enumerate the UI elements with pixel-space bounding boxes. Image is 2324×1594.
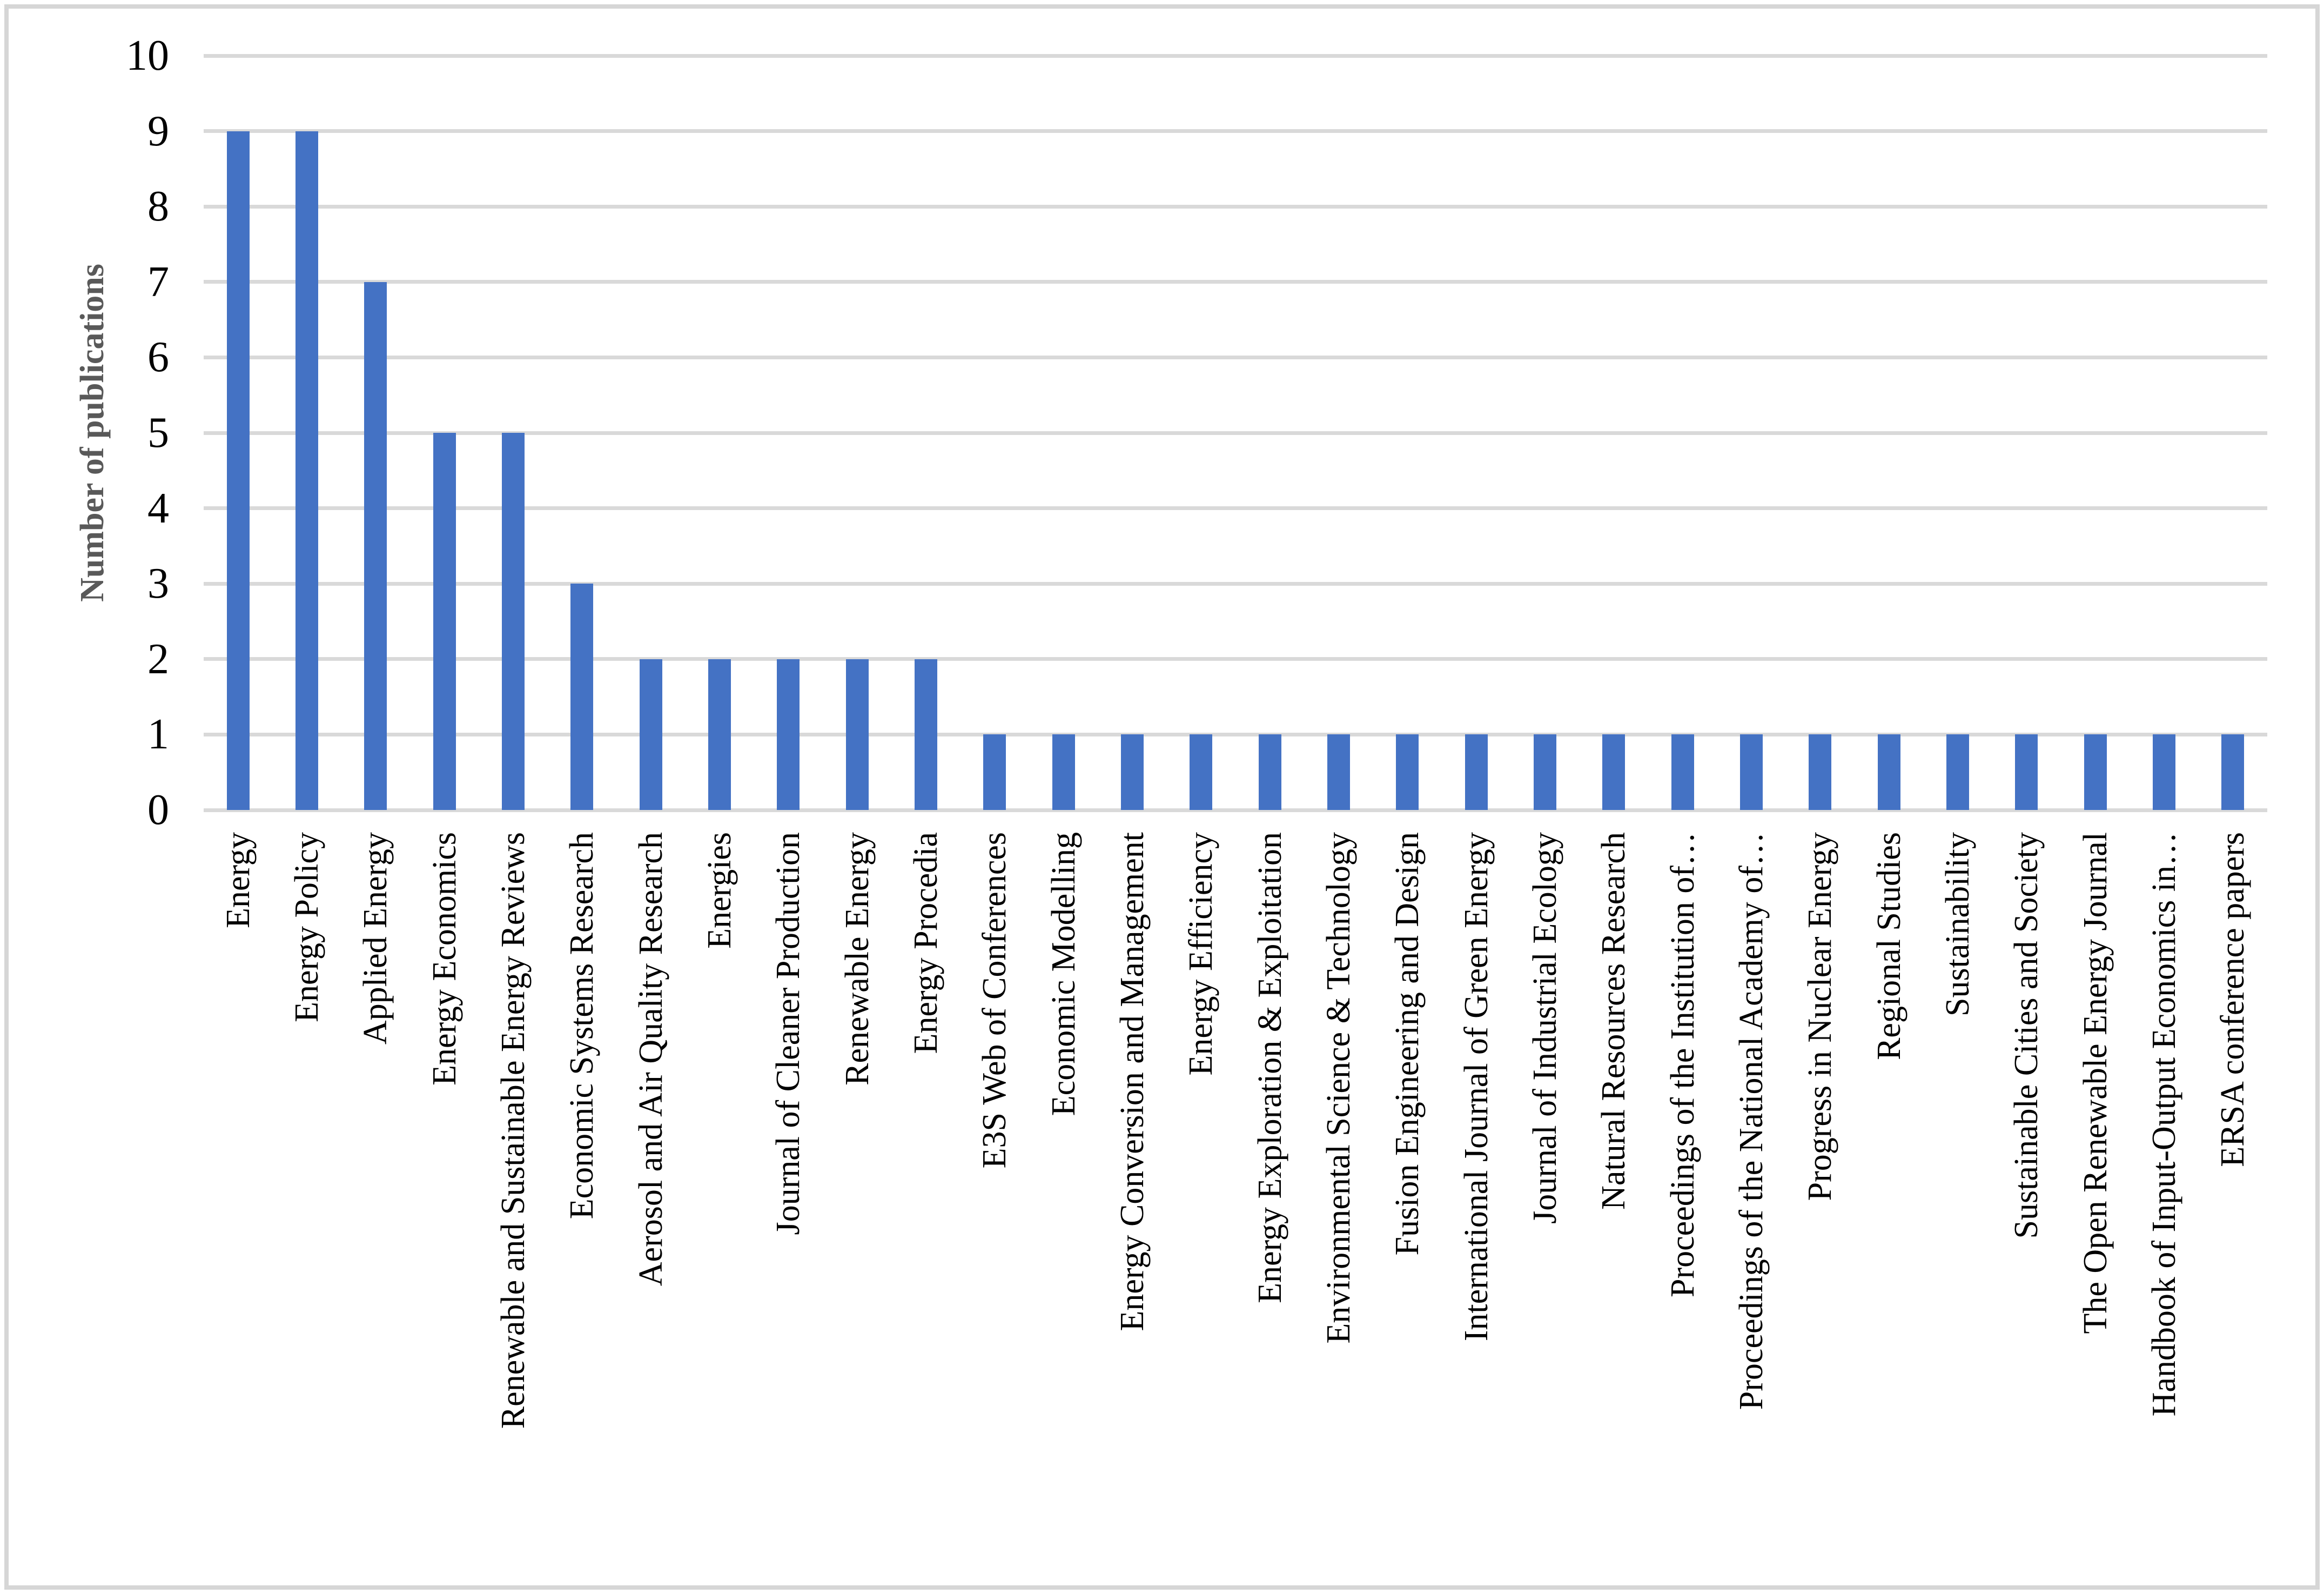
bar: [639, 659, 662, 810]
y-tick-label: 5: [147, 409, 169, 457]
bar: [1740, 734, 1763, 810]
gridline-y-2: [204, 657, 2267, 661]
x-tick-label: Energy: [219, 832, 257, 928]
x-tick-label: Natural Resources Research: [1595, 832, 1633, 1210]
x-tick-label: Progress in Nuclear Energy: [1802, 832, 1839, 1201]
x-tick-label: Fusion Engineering and Design: [1389, 832, 1426, 1256]
x-tick-label: Economic Modelling: [1045, 832, 1082, 1116]
y-tick-label: 8: [147, 183, 169, 231]
bar: [1121, 734, 1144, 810]
y-tick-label: 3: [147, 560, 169, 608]
x-tick-label: Energy Economics: [426, 832, 463, 1086]
bar: [2221, 734, 2245, 810]
x-tick-label: Energy Conversion and Management: [1114, 832, 1151, 1331]
bar: [1946, 734, 1969, 810]
gridline-y-4: [204, 506, 2267, 511]
x-tick-label: Energy Efficiency: [1183, 832, 1220, 1076]
x-tick-label: ERSA conference papers: [2214, 832, 2252, 1167]
bar: [1534, 734, 1556, 810]
bar: [1258, 734, 1281, 810]
x-tick-label: Energy Exploration & Exploitation: [1251, 832, 1288, 1303]
bar: [570, 584, 594, 810]
gridline-y-8: [204, 204, 2267, 209]
x-tick-label: Sustainability: [1939, 832, 1976, 1016]
y-tick-label: 10: [126, 32, 169, 79]
x-tick-label: Proceedings of the National Academy of…: [1733, 832, 1770, 1410]
bar: [1327, 734, 1350, 810]
gridline-y-9: [204, 129, 2267, 133]
bar: [845, 659, 869, 810]
x-tick-label: Regional Studies: [1870, 832, 1907, 1060]
bar: [1671, 734, 1694, 810]
bar: [1052, 734, 1075, 810]
x-tick-label: Sustainable Cities and Society: [2008, 832, 2045, 1239]
bar: [2084, 734, 2107, 810]
bar: [1190, 734, 1213, 810]
bar: [502, 433, 525, 810]
x-tick-label: Applied Energy: [357, 832, 394, 1045]
gridline-y-5: [204, 431, 2267, 435]
bar: [1809, 734, 1832, 810]
x-tick-label: Aerosol and Air Quality Research: [632, 832, 669, 1287]
x-tick-label: Energy Procedia: [908, 832, 944, 1054]
y-tick-label: 1: [147, 711, 169, 759]
bar: [1877, 734, 1900, 810]
x-tick-label: Journal of Cleaner Production: [770, 832, 807, 1235]
gridline-y-7: [204, 280, 2267, 284]
bar: [226, 131, 250, 810]
bar: [708, 659, 731, 810]
x-tick-label: Handbook of Input-Output Economics in…: [2146, 832, 2182, 1417]
gridline-y-3: [204, 581, 2267, 586]
bar: [1396, 734, 1419, 810]
bar: [433, 433, 456, 810]
x-tick-label: Renewable and Sustainable Energy Reviews: [495, 832, 532, 1429]
gridline-y-10: [204, 53, 2267, 58]
y-tick-label: 9: [147, 107, 169, 155]
bar: [983, 734, 1006, 810]
x-tick-label: Economic Systems Research: [563, 832, 601, 1220]
x-tick-label: International Journal of Green Energy: [1457, 832, 1495, 1342]
y-tick-label: 0: [147, 786, 169, 834]
bar: [364, 282, 387, 810]
x-tick-label: The Open Renewable Energy Journal: [2077, 832, 2114, 1334]
bar: [295, 131, 318, 810]
bar: [777, 659, 800, 810]
bar: [1465, 734, 1488, 810]
bar: [2015, 734, 2038, 810]
y-tick-label: 7: [147, 258, 169, 306]
x-tick-label: E3S Web of Conferences: [976, 832, 1013, 1169]
bar: [1602, 734, 1626, 810]
y-tick-label: 6: [147, 333, 169, 381]
gridline-y-0: [204, 808, 2267, 812]
bar: [915, 659, 937, 810]
gridline-y-1: [204, 732, 2267, 736]
bar: [2153, 734, 2175, 810]
x-tick-label: Environmental Science & Technology: [1320, 832, 1357, 1344]
x-tick-label: Journal of Industrial Ecology: [1527, 832, 1563, 1224]
x-tick-label: Energy Policy: [288, 832, 325, 1022]
x-tick-label: Energies: [701, 832, 738, 949]
x-tick-label: Renewable Energy: [838, 832, 876, 1086]
y-tick-label: 2: [147, 635, 169, 683]
gridline-y-6: [204, 355, 2267, 359]
y-tick-label: 4: [147, 484, 169, 532]
x-tick-label: Proceedings of the Institution of…: [1664, 832, 1701, 1297]
